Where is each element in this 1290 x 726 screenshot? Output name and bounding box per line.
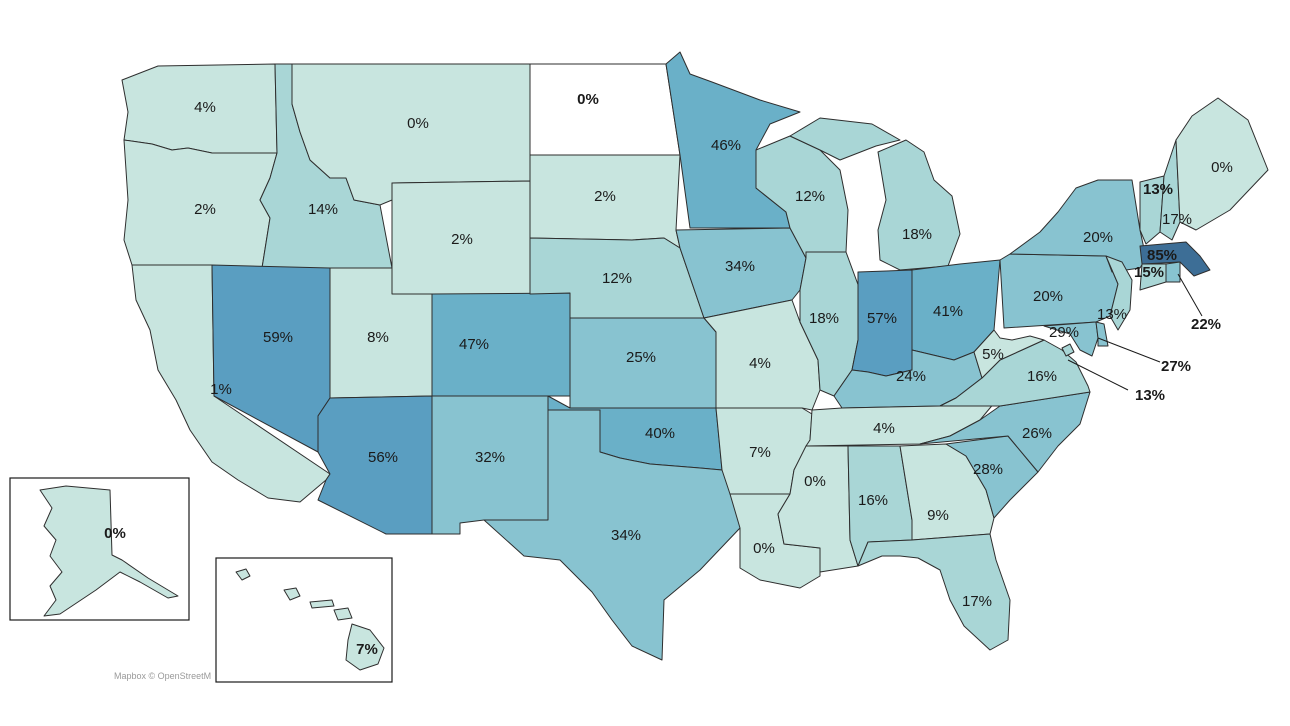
hawaii-island-maui [333,607,353,621]
state-AK [39,485,179,617]
state-DE [1095,321,1109,347]
state-label-NE: 12% [602,270,632,287]
state-label-IL: 18% [809,310,839,327]
state-label-MT: 0% [407,115,429,132]
state-label-GA: 9% [927,507,949,524]
hawaii-island-kauai [235,568,251,581]
state-label-MO: 4% [749,355,771,372]
state-label-AR: 7% [749,444,771,461]
state-label-MI: 18% [902,226,932,243]
state-label-WI: 12% [795,188,825,205]
state-label-VT: 13% [1143,181,1173,198]
state-label-OR: 2% [194,201,216,218]
state-label-KY: 24% [896,368,926,385]
state-label-CO: 47% [459,336,489,353]
state-label-SC: 28% [973,461,1003,478]
state-NJ [1105,255,1133,331]
state-label-NJ: 13% [1097,306,1127,323]
state-label-ME: 0% [1211,159,1233,176]
state-CA [131,264,331,503]
state-MN [665,51,801,229]
state-WV [973,329,1045,379]
state-label-SD: 2% [594,188,616,205]
state-label-NM: 32% [475,449,505,466]
state-label-UT: 8% [367,329,389,346]
state-VA [939,339,1091,407]
state-label-WY: 2% [451,231,473,248]
state-ND [529,63,681,156]
state-TX [483,409,741,661]
state-MO [703,299,821,411]
state-label-MA: 85% [1147,247,1177,264]
state-CO [431,292,571,397]
hawaii-island-oahu [283,587,301,601]
state-VT [1139,175,1165,245]
state-label-AK: 0% [104,525,126,542]
state-label-MS: 0% [804,473,826,490]
state-label-DC: 13% [1135,387,1165,404]
state-NY [1009,179,1147,273]
hawaii-island-molokai [309,599,335,609]
state-label-VA: 16% [1027,368,1057,385]
state-label-NH: 17% [1162,211,1192,228]
state-label-RI: 22% [1191,316,1221,333]
state-label-WA: 4% [194,99,216,116]
state-label-NV: 59% [263,329,293,346]
state-RI [1165,261,1181,283]
state-NH [1159,139,1181,241]
state-label-HI: 7% [356,641,378,658]
state-label-OH: 41% [933,303,963,320]
state-label-IA: 34% [725,258,755,275]
state-label-CA: 1% [210,381,232,398]
state-label-DE: 27% [1161,358,1191,375]
state-label-TN: 4% [873,420,895,437]
state-label-LA: 0% [753,540,775,557]
state-label-NY: 20% [1083,229,1113,246]
state-MI [789,117,961,271]
state-label-NC: 26% [1022,425,1052,442]
state-ME [1175,97,1269,231]
state-label-ID: 14% [308,201,338,218]
state-label-IN: 57% [867,310,897,327]
state-HI [345,623,385,671]
map-attribution: Mapbox © OpenStreetM [114,671,211,681]
state-label-WV: 5% [982,346,1004,363]
state-label-TX: 34% [611,527,641,544]
state-label-PA: 20% [1033,288,1063,305]
state-label-KS: 25% [626,349,656,366]
state-NC [919,391,1091,473]
state-FL [857,533,1011,651]
state-label-MD: 29% [1049,324,1079,341]
state-label-AZ: 56% [368,449,398,466]
state-label-OK: 40% [645,425,675,442]
state-label-ND: 0% [577,91,599,108]
state-label-CT: 15% [1134,264,1164,281]
state-label-FL: 17% [962,593,992,610]
state-label-MN: 46% [711,137,741,154]
state-label-AL: 16% [858,492,888,509]
state-DC [1061,343,1075,357]
